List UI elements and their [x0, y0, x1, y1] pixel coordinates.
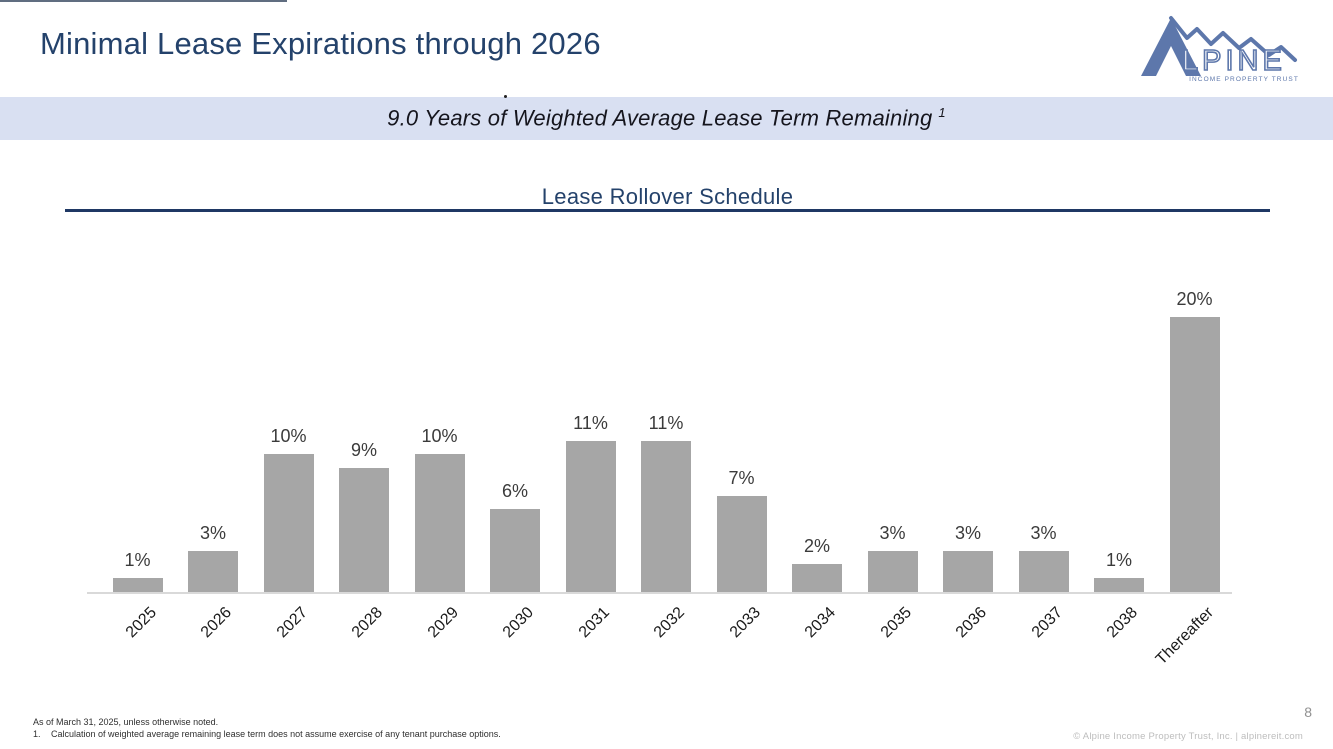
page-number: 8: [1304, 704, 1312, 720]
footnote-1-text: Calculation of weighted average remainin…: [51, 729, 501, 739]
x-tick-2034: 2034: [801, 604, 840, 642]
bar-2031: [565, 441, 616, 592]
x-axis-line: [87, 592, 1232, 594]
x-tick-2038: 2038: [1103, 604, 1142, 642]
footnote-1-number: 1.: [33, 729, 41, 739]
bar-2035: [867, 551, 918, 592]
banner-text-main: 9.0 Years of Weighted Average Lease Term…: [387, 105, 933, 131]
bar-2030: [490, 509, 540, 592]
stray-period-dot: [504, 95, 507, 98]
x-tick-2029: 2029: [424, 604, 462, 642]
bar-value-2033: 7%: [728, 468, 755, 488]
bar-value-2036: 3%: [954, 523, 981, 543]
banner-footnote-marker: 1: [938, 105, 946, 121]
bar-value-2029: 10%: [421, 426, 458, 446]
bar-value-2031: 11%: [573, 413, 608, 433]
bar-value-thereafter: 20%: [1176, 289, 1213, 309]
banner-text: 9.0 Years of Weighted Average Lease Term…: [387, 105, 946, 131]
x-tick-2036: 2036: [952, 604, 991, 642]
x-tick-2033: 2033: [726, 604, 764, 642]
bar-2032: [641, 441, 691, 592]
bar-2033: [716, 496, 767, 592]
x-tick-2025: 2025: [122, 604, 160, 642]
bar-2038: [1094, 578, 1144, 592]
logo-tagline: INCOME PROPERTY TRUST: [1189, 76, 1299, 83]
bar-2029: [414, 454, 465, 592]
highlight-banner: 9.0 Years of Weighted Average Lease Term…: [0, 97, 1333, 140]
x-tick-thereafter: Thereafter: [1152, 604, 1217, 669]
bar-value-2037: 3%: [1030, 523, 1057, 543]
page-title: Minimal Lease Expirations through 2026: [40, 26, 601, 61]
bar-value-2027: 10%: [270, 426, 307, 446]
mountain-icon: [1141, 16, 1297, 76]
x-tick-2027: 2027: [273, 604, 311, 642]
chart-title: Lease Rollover Schedule: [541, 184, 794, 209]
x-tick-2028: 2028: [348, 604, 387, 642]
bar-value-2025: 1%: [124, 550, 151, 570]
bar-2027: [263, 454, 314, 592]
footnote-1: 1. Calculation of weighted average remai…: [33, 728, 501, 740]
bar-value-2030: 6%: [501, 481, 528, 501]
bar-2028: [339, 468, 389, 592]
bar-2025: [112, 578, 163, 592]
footnote-asof: As of March 31, 2025, unless otherwise n…: [33, 717, 219, 727]
alpine-logo: LPINE INCOME PROPERTY TRUST: [1141, 16, 1299, 83]
chart-title-underline: [65, 209, 1270, 212]
x-tick-2032: 2032: [650, 604, 689, 642]
top-accent-strip: [0, 0, 287, 2]
bar-value-2032: 11%: [648, 413, 684, 433]
copyright-line: © Alpine Income Property Trust, Inc. | a…: [1073, 731, 1303, 742]
x-tick-2030: 2030: [499, 604, 538, 642]
bar-2026: [188, 551, 238, 592]
bar-thereafter: [1169, 317, 1220, 592]
logo-wordmark: LPINE: [1182, 45, 1286, 77]
bar-value-2034: 2%: [803, 536, 830, 556]
x-tick-2035: 2035: [877, 604, 915, 642]
footnotes: As of March 31, 2025, unless otherwise n…: [33, 716, 501, 740]
bar-2036: [943, 551, 993, 592]
x-tick-2026: 2026: [197, 604, 236, 642]
bar-2037: [1018, 551, 1069, 592]
x-tick-2037: 2037: [1028, 604, 1066, 642]
bar-value-2035: 3%: [879, 523, 906, 543]
bar-value-2038: 1%: [1105, 550, 1132, 570]
bar-value-2026: 3%: [199, 523, 226, 543]
x-tick-2031: 2031: [575, 604, 613, 642]
bar-value-2028: 9%: [350, 440, 377, 460]
bar-2034: [792, 564, 842, 592]
